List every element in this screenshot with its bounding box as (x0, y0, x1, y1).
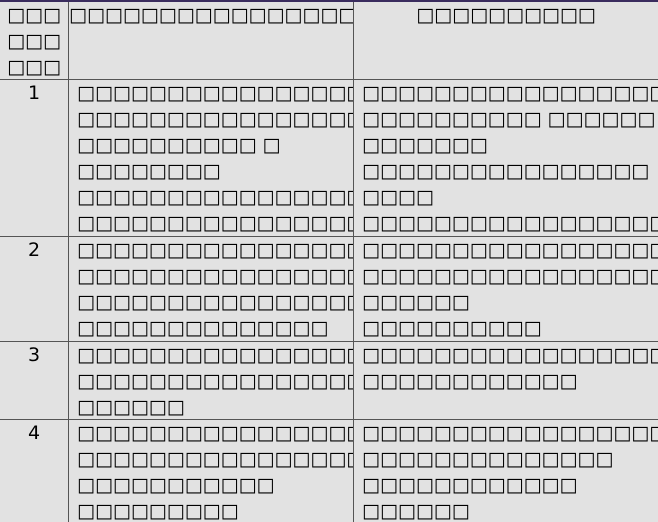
header-notes-column: □□□□□□□□□□ (353, 2, 658, 80)
row-notes: □□□□□□□□□□□□□□□□ □□□□□□ □□□□□□□□ □□□□□□ □□… (353, 420, 658, 522)
row-notes: □□□□□□□□□□□□□□□□ □□□□□□□□ □□ □□□□□□ □□ □□□□… (353, 80, 658, 236)
row-number: 2 (27, 239, 41, 261)
row-divider (0, 236, 658, 237)
table-row: 1 □□□□□□□□□□□□□□□ □□□□□ □□□□□□□□□□ □□□□□□□… (0, 80, 658, 236)
header-number-column: □□□ □□□ □□□ (7, 4, 61, 78)
row-description: □□□□□□□□□□□□□□□ □□□□□□□□□ □□□□□□ □□□□□□□□□… (68, 237, 353, 341)
row-divider (0, 79, 658, 80)
row-notes: □□□□□□□□□□□□□□□□□□□□□□□ □□□□□□□□□□□□ (353, 342, 658, 419)
row-divider (0, 341, 658, 342)
table-row: 4 □□□□□□□□□□□□□□□ □□□□□□□□ □□□□□□□ □□□□□□□… (0, 420, 658, 522)
row-number: 1 (27, 82, 41, 104)
row-number: 3 (27, 344, 41, 366)
row-divider (0, 419, 658, 420)
row-description: □□□□□□□□□□□□□□□ □□□□□ □□□□□□□□□□ □□□□□□□□□… (68, 80, 353, 236)
table-header-row: □□□ □□□ □□□ □□□□□□□□□□□□□□□□□□ □□□□□□□□□… (0, 2, 658, 80)
table-row: 3 □□□□□□□□□□□□□□□ □□□□□□ □□□□□□□□□□ □□□□□□… (0, 342, 658, 419)
header-description-column: □□□□□□□□□□□□□□□□□□ (68, 2, 353, 80)
row-notes: □□□□□□□□□□□□□□□□ □□□□□□□□ □□□□□□□□ □□□□□□ □… (353, 237, 658, 341)
row-description: □□□□□□□□□□□□□□□ □□□□□□□□ □□□□□□□ □□□□□□□□□… (68, 420, 353, 522)
row-description: □□□□□□□□□□□□□□□□□□□□□ □□□□□□□□□□□□□□□□ □… (68, 342, 353, 419)
table-row: 2 □□□□□□□□□□□□□□□ □□□□□□□□□ □□□□□□ □□□□□□□… (0, 237, 658, 341)
row-number: 4 (27, 422, 41, 444)
